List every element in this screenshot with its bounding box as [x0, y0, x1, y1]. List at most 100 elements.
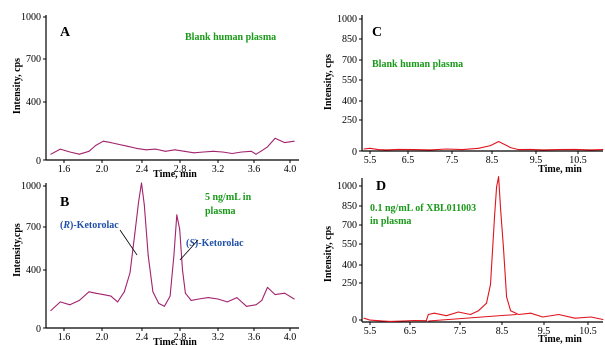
data-point: [198, 298, 200, 300]
data-point: [255, 153, 257, 155]
peak-label: (R)-Ketorolac: [60, 220, 119, 231]
x-tick-label: 4.0: [284, 164, 297, 175]
data-point: [284, 292, 286, 294]
data-point: [369, 319, 371, 321]
data-point: [558, 314, 560, 315]
data-point: [69, 304, 71, 306]
data-point: [558, 149, 560, 151]
data-point: [141, 182, 142, 184]
x-axis-label: Time, min: [538, 334, 582, 345]
x-tick-label: 1.6: [58, 332, 71, 343]
data-point: [134, 233, 136, 235]
data-point: [184, 292, 186, 294]
x-tick-label: 3.6: [248, 164, 261, 175]
x-tick-label: 10.5: [579, 326, 597, 337]
data-point: [518, 149, 520, 151]
y-tick-label: 1000: [337, 14, 357, 25]
data-point: [502, 143, 504, 144]
x-tick-label: 6.5: [402, 155, 415, 166]
x-tick-label: 8.5: [486, 155, 499, 166]
panel-c: 0 250 400 550 700 850 1000 5.5 6.5 7.5 8.5 9.5 10.5T…: [323, 14, 604, 175]
y-axis-label: Intensity, cps: [323, 226, 334, 282]
x-tick-label: 5.5: [364, 155, 377, 166]
data-point: [182, 269, 183, 271]
y-tick-label: 1000: [337, 181, 357, 192]
y-tick-label: 1000: [21, 181, 41, 192]
data-point: [494, 215, 496, 217]
data-point: [176, 214, 178, 216]
data-point: [50, 153, 52, 155]
data-point: [110, 295, 112, 297]
data-point: [117, 143, 119, 145]
x-tick-label: 3.2: [212, 332, 225, 343]
data-point: [155, 148, 157, 150]
y-tick-label: 0: [36, 324, 41, 335]
data-point: [602, 319, 604, 320]
data-point: [602, 149, 604, 151]
chromatogram-trace: [50, 137, 295, 155]
data-point: [173, 255, 175, 256]
data-point: [498, 141, 500, 142]
y-tick-label: 400: [26, 265, 41, 276]
y-tick-label: 400: [342, 96, 357, 107]
data-point: [50, 310, 52, 312]
data-point: [542, 149, 544, 151]
data-point: [457, 311, 459, 313]
data-point: [222, 151, 224, 153]
chromatogram-trace: [50, 182, 295, 312]
data-point: [212, 150, 214, 152]
data-point: [498, 176, 500, 178]
data-point: [461, 149, 463, 151]
panel-label: C: [372, 25, 382, 40]
data-point: [397, 148, 399, 150]
y-tick-label: 700: [342, 220, 357, 231]
data-point: [413, 149, 415, 151]
data-point: [486, 302, 487, 304]
data-point: [590, 149, 592, 151]
x-axis-label: Time, min: [538, 164, 582, 175]
sample-annotation: Blank human plasma: [372, 59, 463, 70]
data-point: [590, 316, 592, 318]
data-point: [542, 316, 544, 318]
data-point: [478, 147, 479, 149]
data-point: [401, 320, 403, 322]
x-tick-label: 8.5: [496, 326, 509, 337]
data-point: [226, 301, 228, 303]
data-point: [293, 298, 295, 300]
data-point: [117, 301, 119, 303]
y-axis-label: Intensity,cps: [12, 223, 23, 277]
y-tick-label: 1000: [21, 12, 41, 23]
x-tick-label: 3.2: [212, 164, 225, 175]
data-point: [145, 149, 147, 151]
chromatogram-trace: [363, 176, 604, 322]
data-point: [267, 286, 268, 288]
sample-annotation: in plasma: [370, 216, 411, 227]
peak-label-suffix: )-Ketorolac: [70, 220, 119, 231]
data-point: [425, 320, 427, 322]
data-point: [59, 148, 61, 150]
x-tick-label: 9.5: [530, 155, 543, 166]
peak-leader-line: [119, 229, 138, 256]
data-point: [363, 148, 365, 150]
x-tick-label: 9.5: [538, 326, 551, 337]
data-point: [246, 305, 247, 307]
data-point: [377, 320, 379, 322]
data-point: [95, 292, 97, 294]
peak-baseline: [428, 313, 517, 322]
x-tick-label: 6.5: [404, 326, 417, 337]
data-point: [496, 186, 498, 188]
sample-annotation: plasma: [205, 206, 236, 217]
panel-label: B: [60, 195, 69, 210]
data-point: [217, 298, 219, 300]
data-point: [429, 149, 431, 151]
x-tick-label: 10.5: [569, 155, 587, 166]
x-tick-label: 1.6: [58, 164, 71, 175]
peak-label: (S)-Ketorolac: [186, 238, 244, 249]
data-point: [126, 145, 128, 147]
data-point: [445, 148, 447, 150]
x-tick-label: 7.5: [446, 155, 459, 166]
data-point: [190, 299, 192, 301]
y-tick-label: 700: [342, 55, 357, 66]
x-tick-label: 5.5: [364, 326, 377, 337]
